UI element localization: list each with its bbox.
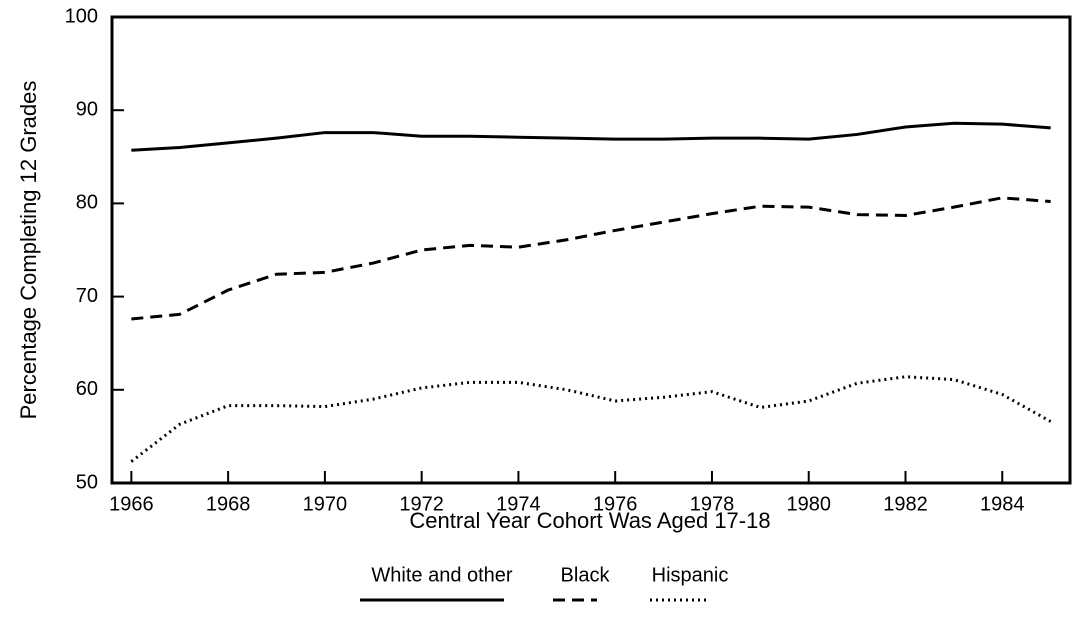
series-line	[131, 196, 1051, 321]
x-tick-label: 1970	[303, 493, 348, 515]
x-tick-label: 1972	[399, 493, 444, 515]
x-tick-label: 1978	[690, 493, 735, 515]
x-tick-label: 1984	[980, 493, 1025, 515]
y-tick-label: 60	[76, 378, 98, 400]
plot-frame	[110, 15, 1072, 485]
legend-label: White and other	[371, 564, 513, 586]
x-tick-label: 1980	[786, 493, 831, 515]
x-tick-label: 1966	[109, 493, 154, 515]
y-tick-label: 70	[76, 285, 98, 307]
x-tick-label: 1976	[593, 493, 638, 515]
x-axis-title: Central Year Cohort Was Aged 17-18	[409, 508, 770, 533]
x-tick-label: 1982	[883, 493, 928, 515]
y-tick-label: 100	[65, 5, 98, 27]
legend-label: Black	[561, 564, 611, 586]
series-line	[131, 121, 1051, 152]
series-line	[130, 375, 1052, 463]
y-tick-label: 80	[76, 192, 98, 214]
x-tick-label: 1968	[206, 493, 251, 515]
legend-label: Hispanic	[652, 564, 729, 586]
y-tick-label: 50	[76, 471, 98, 493]
y-axis-title: Percentage Completing 12 Grades	[16, 81, 41, 420]
x-tick-label: 1974	[496, 493, 541, 515]
y-tick-label: 90	[76, 98, 98, 120]
